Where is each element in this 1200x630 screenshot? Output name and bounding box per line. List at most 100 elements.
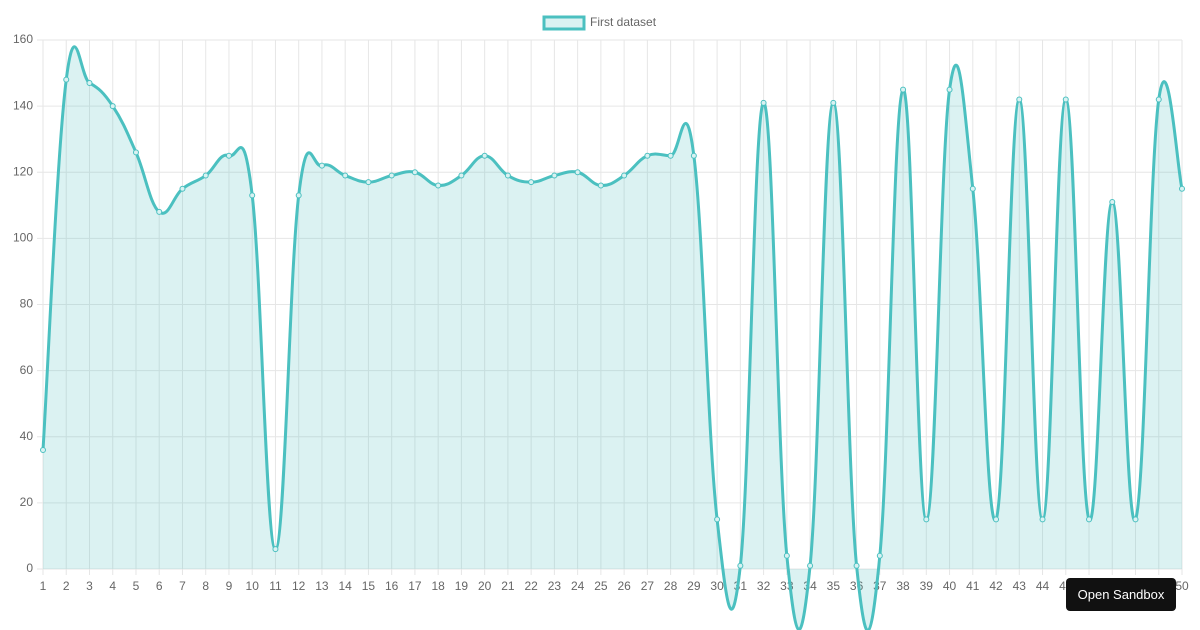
point [504,172,511,179]
x-tick-label: 6 [156,579,163,593]
point [202,172,209,179]
area [43,46,1182,630]
point [714,516,721,523]
legend-label: First dataset [590,15,657,29]
point [807,562,814,569]
point [551,172,558,179]
point [388,172,395,179]
x-tick-label: 42 [989,579,1003,593]
point [1039,516,1046,523]
point [969,185,976,192]
point [458,172,465,179]
x-tick-label: 18 [431,579,445,593]
point [132,149,139,156]
point [249,192,256,199]
point [993,516,1000,523]
legend-swatch [542,15,586,31]
x-tick-label: 7 [179,579,186,593]
x-tick-label: 22 [524,579,538,593]
point [923,516,930,523]
point [1062,96,1069,103]
point [63,76,70,83]
x-tick-label: 10 [246,579,260,593]
x-tick-label: 43 [1013,579,1027,593]
x-tick-label: 8 [202,579,209,593]
point [109,103,116,110]
x-tick-label: 38 [896,579,910,593]
y-tick-label: 140 [13,98,33,112]
x-tick-label: 13 [315,579,329,593]
x-tick-label: 30 [710,579,724,593]
x-tick-label: 17 [408,579,422,593]
x-tick-label: 35 [827,579,841,593]
x-tick-label: 39 [920,579,934,593]
point [690,152,697,159]
point [1155,96,1162,103]
x-tick-label: 12 [292,579,306,593]
point [574,169,581,176]
point [40,446,46,453]
point [621,172,628,179]
x-tick-label: 20 [478,579,492,593]
x-tick-label: 27 [641,579,655,593]
x-tick-label: 2 [63,579,70,593]
y-tick-label: 0 [26,561,33,575]
point [830,99,837,106]
y-tick-label: 120 [13,164,33,178]
point [86,79,93,86]
y-tick-label: 40 [20,429,34,443]
point [900,86,907,93]
y-tick-label: 60 [20,363,34,377]
point [946,86,953,93]
x-tick-label: 21 [501,579,515,593]
point [411,169,418,176]
point [1109,199,1116,206]
point [365,179,372,186]
x-tick-label: 5 [133,579,140,593]
open-sandbox-button[interactable]: Open Sandbox [1066,578,1176,611]
x-tick-label: 29 [687,579,701,593]
point [1016,96,1023,103]
x-tick-label: 3 [86,579,93,593]
x-tick-label: 15 [362,579,376,593]
point [435,182,442,189]
x-tick-label: 25 [594,579,608,593]
point [225,152,232,159]
point [156,208,163,215]
x-tick-label: 9 [226,579,233,593]
x-tick-label: 1 [40,579,47,593]
point [295,192,302,199]
point [481,152,488,159]
x-tick-label: 4 [109,579,116,593]
point [737,562,744,569]
x-tick-label: 41 [966,579,980,593]
x-tick-label: 14 [339,579,353,593]
y-tick-label: 80 [20,297,34,311]
x-tick-label: 28 [664,579,678,593]
point [760,99,767,106]
point [528,179,535,186]
x-tick-label: 19 [455,579,469,593]
point [272,546,279,553]
x-tick-label: 11 [269,579,282,593]
point [667,152,674,159]
y-tick-label: 100 [13,231,33,245]
x-tick-label: 16 [385,579,399,593]
point [1132,516,1139,523]
x-tick-label: 23 [548,579,562,593]
x-tick-label: 26 [617,579,631,593]
point [597,182,604,189]
point [876,552,883,559]
point [1179,185,1185,192]
x-tick-label: 50 [1175,579,1189,593]
point [318,162,325,169]
y-tick-label: 160 [13,32,33,46]
x-tick-label: 40 [943,579,957,593]
x-tick-label: 44 [1036,579,1050,593]
point [644,152,651,159]
point [179,185,186,192]
point [342,172,349,179]
